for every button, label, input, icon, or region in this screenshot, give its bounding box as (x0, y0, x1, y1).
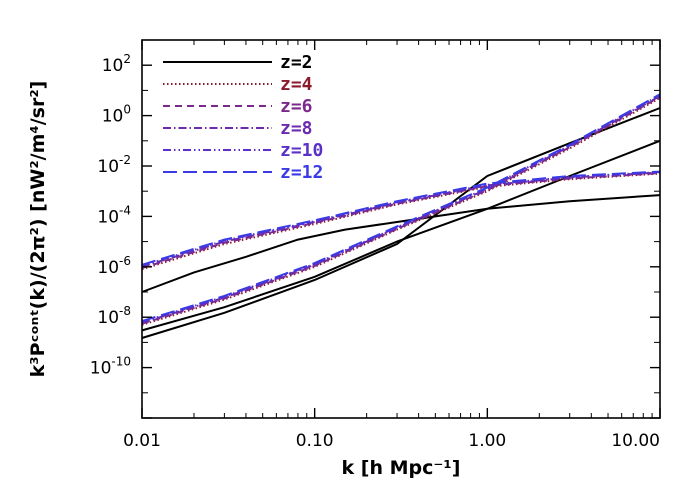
x-tick-label: 1.00 (468, 431, 506, 451)
legend-label-z-10: z=10 (280, 140, 323, 161)
series-line-z-10-curve-1 (141, 171, 661, 267)
series-curves (141, 93, 661, 339)
y-tick-label: 100 (102, 103, 131, 127)
series-line-z-8-curve-2 (141, 95, 661, 324)
y-tick-label: 10-10 (90, 355, 131, 379)
series-line-z-4-curve-2 (141, 97, 661, 326)
y-axis-label: k³Pᶜᵒⁿᵗ(k)/(2π²) [nW²/m⁴/sr²] (27, 81, 49, 378)
series-line-z-12-curve-2 (141, 93, 661, 323)
series-line-z-12-curve-1 (141, 170, 661, 266)
series-line-z-10-curve-2 (141, 94, 661, 323)
axis-ticks: 0.01 0.10 1.00 10.00 102 100 10-2 10-4 10-6 10-8 1… (90, 39, 661, 451)
plot-frame (141, 39, 661, 419)
legend-label-z-4: z=4 (280, 74, 313, 95)
series-line-z-6-curve-2 (141, 96, 661, 325)
x-tick-label: 0.01 (123, 431, 161, 451)
legend: z=2z=4z=6z=8z=10z=12 (163, 52, 323, 183)
y-tick-label: 102 (102, 52, 131, 76)
series-line-z-8-curve-1 (141, 171, 661, 268)
legend-label-z-8: z=8 (280, 118, 313, 139)
y-tick-label: 10-8 (97, 304, 131, 328)
legend-label-z-2: z=2 (280, 52, 313, 73)
legend-label-z-12: z=12 (280, 162, 323, 183)
x-tick-label: 10.00 (611, 431, 660, 451)
series-line-z-2-curve-2 (141, 139, 661, 332)
series-line-z-2-curve-1 (141, 194, 661, 293)
y-tick-label: 10-2 (97, 153, 131, 177)
legend-label-z-6: z=6 (280, 96, 313, 117)
x-tick-label: 0.10 (296, 431, 334, 451)
y-tick-label: 10-4 (97, 203, 131, 227)
x-axis-label: k [h Mpc⁻¹] (342, 457, 461, 479)
series-line-z-2-curve-3 (141, 107, 661, 339)
y-tick-label: 10-6 (97, 254, 131, 278)
